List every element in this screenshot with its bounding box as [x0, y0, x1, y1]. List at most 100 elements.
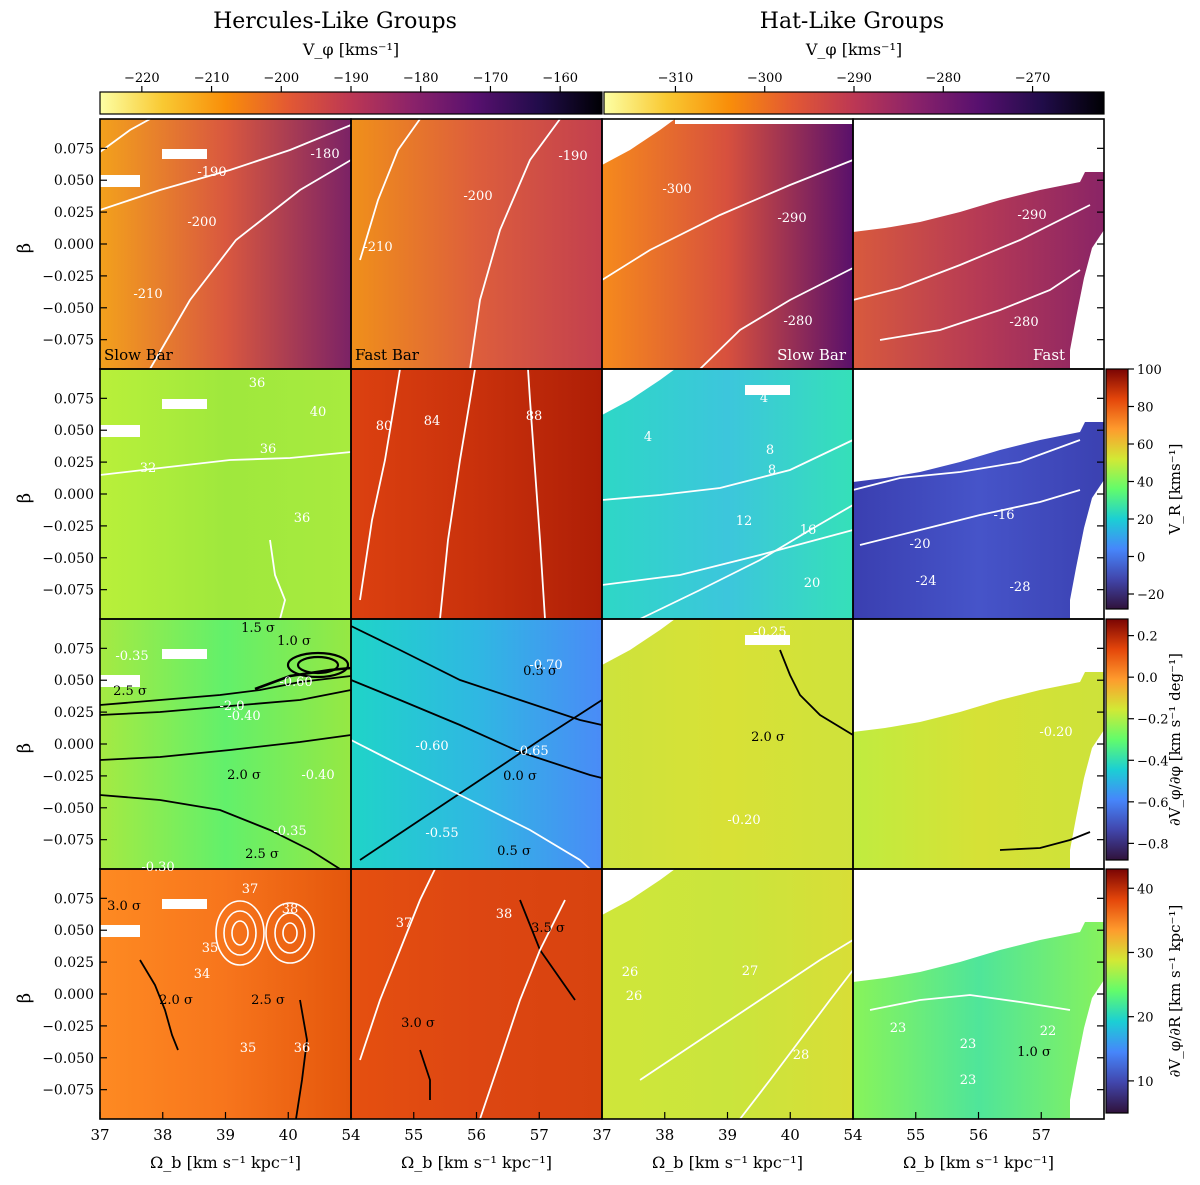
- y-tick-label: 0.075: [54, 891, 94, 907]
- contour-value-label: -280: [1009, 315, 1038, 330]
- missing-data-region: [675, 119, 853, 124]
- missing-data-mask: [100, 925, 140, 937]
- x-tick-label: 37: [592, 1126, 611, 1144]
- y-tick-label: −0.025: [42, 769, 94, 785]
- y-tick-label: 0.050: [54, 923, 94, 939]
- y-tick-label: 0.000: [54, 237, 94, 253]
- colorbar-tick-label: 100: [1137, 363, 1162, 378]
- contour-value-label: 2.0 σ: [227, 768, 261, 783]
- panel-r1-c1-heatmap: [100, 119, 351, 369]
- y-tick-label: 0.025: [54, 705, 94, 721]
- group-title: Hercules-Like Groups: [213, 9, 457, 34]
- panel-r2-c3-heatmap: [602, 369, 853, 619]
- contour-line: [439, 368, 476, 620]
- colorbar-tick-label: −160: [542, 71, 578, 86]
- y-tick-label: −0.025: [42, 1019, 94, 1035]
- contour-value-label: -0.60: [279, 675, 312, 690]
- contour-value-label: 28: [793, 1048, 810, 1063]
- contour-value-label: 2.5 σ: [113, 684, 147, 699]
- contour-value-label: -200: [463, 189, 492, 204]
- side-colorbar: [1105, 368, 1129, 610]
- x-tick-label: 38: [655, 1126, 674, 1144]
- missing-data-region: [745, 635, 790, 645]
- colorbar-tick-label: −0.6: [1137, 796, 1169, 811]
- contour-value-label: 3.0 σ: [107, 899, 141, 914]
- x-tick-label: 39: [718, 1126, 737, 1144]
- y-tick-label: 0.025: [54, 205, 94, 221]
- y-tick-label: −0.050: [42, 801, 94, 817]
- y-axis-label: β: [14, 993, 35, 1003]
- contour-line: [852, 667, 1061, 701]
- contour-value-label: -16: [994, 508, 1015, 523]
- panel-r4-c1-heatmap: [100, 869, 351, 1119]
- side-colorbar: [1105, 618, 1129, 861]
- contour-value-label: 8: [766, 443, 774, 458]
- contour-value-label: 36: [260, 442, 277, 457]
- contour-value-label: -0.40: [227, 709, 260, 724]
- contour-line: [99, 675, 352, 706]
- contour-value-label: -200: [187, 215, 216, 230]
- contour-value-label: 12: [736, 514, 753, 529]
- colorbar-tick-label: 60: [1137, 438, 1154, 453]
- contour-line: [99, 794, 341, 870]
- y-tick-label: 0.075: [54, 641, 94, 657]
- contour-value-label: -0.20: [727, 813, 760, 828]
- contour-value-label: -24: [916, 574, 937, 589]
- contour-value-label: 1.0 σ: [1017, 1045, 1051, 1060]
- contour-value-label: 1.5 σ: [241, 621, 275, 636]
- y-axis-label: β: [14, 743, 35, 753]
- y-tick-label: −0.075: [42, 583, 94, 599]
- contour-line: [295, 999, 308, 1120]
- contour-value-label: -0.35: [273, 824, 306, 839]
- contour-value-label: 20: [804, 576, 821, 591]
- contour-value-label: -0.40: [301, 768, 334, 783]
- contour-line: [359, 699, 603, 861]
- missing-data-mask: [162, 649, 207, 659]
- top-colorbar: [603, 91, 1105, 115]
- bar-type-label: Slow Bar: [104, 346, 174, 364]
- y-tick-label: 0.025: [54, 455, 94, 471]
- y-tick-label: 0.050: [54, 173, 94, 189]
- contour-blob: [231, 920, 249, 946]
- x-tick-label: 56: [467, 1126, 486, 1144]
- colorbar-tick-label: −0.8: [1137, 837, 1169, 852]
- contour-value-label: -20: [910, 537, 931, 552]
- colorbar-tick-label: −190: [333, 71, 369, 86]
- missing-data-region: [602, 119, 675, 165]
- contour-value-label: -0.55: [425, 826, 458, 841]
- contour-line: [859, 489, 1081, 546]
- contour-value-label: 23: [960, 1073, 977, 1088]
- text-layer: Slow Bar Fast Bar Slow Bar Fast Bar -180 -190…: [14, 9, 1184, 1172]
- panel-r2-c2-heatmap: [351, 369, 602, 619]
- contour-value-label: -180: [310, 147, 339, 162]
- contour-value-label: 23: [960, 1037, 977, 1052]
- contour-value-label: 37: [242, 882, 259, 897]
- y-tick-label: −0.075: [42, 333, 94, 349]
- y-tick-label: 0.000: [54, 737, 94, 753]
- contour-value-label: -0.60: [415, 739, 448, 754]
- x-axis-label: Ω_b [km s⁻¹ kpc⁻¹]: [903, 1153, 1054, 1172]
- contour-value-label: 36: [294, 511, 311, 526]
- top-colorbar: [99, 91, 603, 115]
- colorbar-tick-label: −220: [124, 71, 160, 86]
- colorbar-label: V_φ [kms⁻¹]: [302, 40, 399, 59]
- contour-value-label: 0.5 σ: [523, 664, 557, 679]
- contour-blob: [296, 655, 340, 675]
- x-tick-label: 37: [90, 1126, 109, 1144]
- contour-value-label: -28: [1010, 580, 1031, 595]
- contour-line: [601, 159, 854, 281]
- contour-line: [419, 1049, 431, 1100]
- contour-value-label: 32: [140, 461, 157, 476]
- y-tick-label: −0.050: [42, 301, 94, 317]
- colorbar-tick-label: −290: [836, 71, 872, 86]
- y-tick-label: 0.050: [54, 673, 94, 689]
- contour-line: [527, 368, 546, 620]
- missing-data-region: [602, 369, 675, 415]
- contour-value-label: -0.70: [529, 658, 562, 673]
- y-tick-label: −0.025: [42, 519, 94, 535]
- contour-line: [359, 118, 421, 261]
- y-tick-label: 0.075: [54, 141, 94, 157]
- contour-line: [999, 831, 1091, 851]
- contour-value-label: -280: [783, 314, 812, 329]
- x-tick-label: 57: [530, 1126, 549, 1144]
